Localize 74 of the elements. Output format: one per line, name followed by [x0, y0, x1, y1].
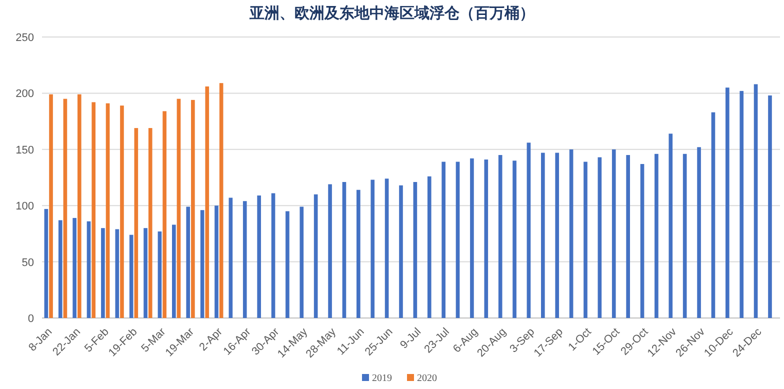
bar [711, 112, 716, 318]
bar [626, 155, 630, 318]
bar [555, 152, 560, 318]
bar [342, 182, 346, 318]
bar [172, 224, 176, 318]
bar [200, 210, 204, 318]
bar [356, 190, 360, 318]
legend-label: 2019 [372, 373, 392, 384]
bar [484, 160, 488, 318]
bar [740, 90, 744, 318]
bar [612, 149, 616, 318]
bar [129, 234, 134, 318]
legend-label: 2020 [417, 373, 437, 384]
bar [442, 162, 446, 318]
bar [242, 201, 247, 318]
bar [86, 221, 91, 318]
bar [106, 103, 110, 318]
bar [754, 84, 758, 318]
bar [214, 206, 218, 318]
bar [120, 106, 124, 318]
bar [77, 94, 82, 318]
bar [456, 162, 460, 318]
bar [328, 184, 332, 318]
bar [219, 83, 224, 318]
bar [640, 164, 644, 318]
bar [286, 211, 290, 318]
bar [399, 185, 403, 318]
bar [512, 160, 516, 318]
bar [300, 206, 304, 318]
bar [768, 95, 772, 318]
bar [413, 182, 418, 318]
bar [526, 142, 531, 318]
bar [697, 147, 701, 318]
bar [682, 154, 687, 318]
bar [314, 194, 318, 318]
bar [257, 195, 261, 318]
bar [148, 128, 152, 318]
bar [92, 102, 96, 318]
bar [598, 157, 602, 318]
bar [541, 152, 545, 318]
bar [176, 98, 181, 318]
bar [470, 158, 474, 318]
bar [228, 198, 233, 318]
bar [63, 98, 68, 318]
y-tick-label: 200 [16, 88, 34, 100]
y-tick-label: 250 [16, 32, 34, 44]
bar [668, 134, 673, 318]
bar [584, 162, 588, 318]
bar [144, 228, 148, 318]
bar [205, 86, 210, 318]
bar [44, 208, 48, 318]
bar [569, 149, 574, 318]
bar [384, 178, 389, 318]
bar [115, 229, 120, 318]
bar [726, 88, 730, 318]
bar [191, 100, 195, 318]
y-tick-label: 100 [16, 200, 34, 213]
bar [186, 206, 190, 318]
bar [72, 218, 76, 318]
bar [101, 228, 105, 318]
bar [162, 111, 166, 318]
y-tick-label: 0 [28, 313, 34, 325]
bar [158, 231, 162, 318]
bar [370, 180, 375, 318]
y-tick-label: 150 [16, 144, 34, 156]
bar [134, 128, 138, 318]
chart-title: 亚洲、欧洲及东地中海区域浮仓（百万桶） [248, 4, 534, 22]
bar [654, 154, 658, 318]
bar [498, 155, 502, 318]
bar [58, 220, 62, 318]
bar [271, 193, 276, 318]
bar [427, 176, 432, 318]
y-tick-label: 50 [22, 256, 34, 269]
bar [49, 94, 53, 318]
